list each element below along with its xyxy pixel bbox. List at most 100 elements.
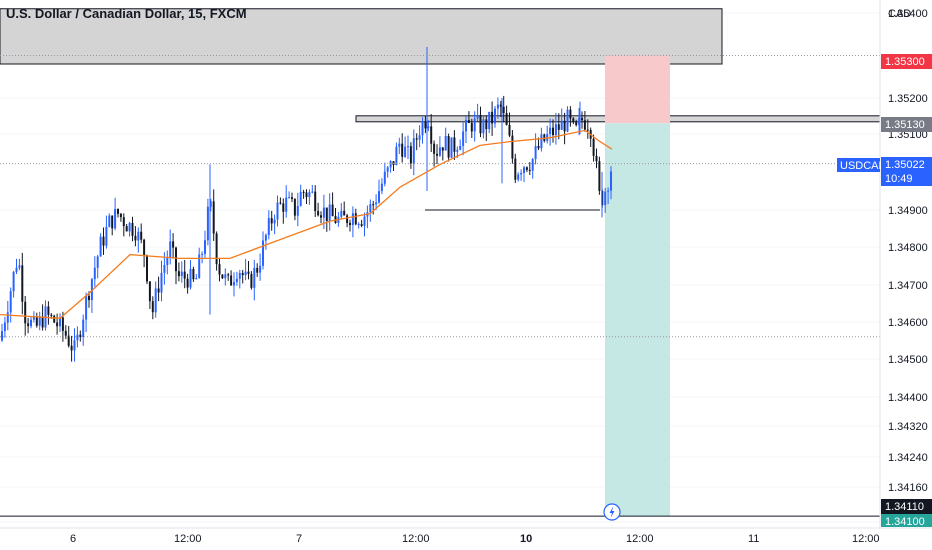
candle-body	[192, 268, 195, 280]
price-axis[interactable]: CAD 1.354001.352001.351001.349001.348001…	[879, 0, 928, 529]
candle-body	[430, 126, 433, 144]
candle-body	[195, 278, 198, 280]
candle-body	[560, 120, 563, 130]
candle-body	[360, 224, 363, 226]
candle-body	[412, 138, 415, 164]
candle-body	[354, 213, 357, 225]
candle-body	[572, 118, 575, 122]
candle-body	[569, 109, 572, 119]
candle-body	[380, 183, 383, 192]
candle-body	[531, 159, 534, 171]
candle-body	[12, 271, 15, 292]
candle-body	[607, 190, 610, 192]
candle-body	[32, 316, 35, 320]
y-tick-label: 1.34800	[888, 242, 928, 254]
candle-body	[125, 226, 128, 232]
candle-body	[424, 121, 427, 129]
candle-body	[340, 210, 343, 217]
candle-body	[293, 198, 296, 216]
x-tick-label: 12:00	[402, 533, 430, 545]
candle-body	[453, 137, 456, 152]
candle-body	[534, 146, 537, 160]
candle-body	[198, 254, 201, 279]
candle-body	[59, 317, 61, 327]
x-tick-label: 12:00	[852, 533, 880, 545]
candle-body	[137, 231, 140, 241]
candle-body	[270, 218, 273, 224]
candle-body	[552, 127, 554, 136]
candle-body	[61, 317, 64, 331]
candle-body	[9, 291, 12, 313]
candle-body	[73, 340, 76, 351]
candle-body	[604, 191, 607, 206]
candle-body	[38, 316, 41, 326]
candle-body	[363, 216, 366, 226]
candle-body	[421, 121, 424, 136]
candle-body	[189, 268, 192, 288]
candle-body	[247, 271, 250, 274]
candle-body	[491, 111, 494, 124]
candle-body	[349, 222, 351, 226]
candle-body	[494, 108, 496, 124]
candle-body	[3, 322, 6, 332]
candle-body	[383, 171, 386, 184]
candle-body	[508, 124, 511, 136]
candle-body	[56, 322, 59, 327]
candle-body	[378, 191, 380, 203]
candle-body	[447, 136, 450, 158]
candle-body	[528, 169, 531, 171]
candle-body	[575, 121, 578, 126]
candle-body	[157, 288, 160, 293]
candle-body	[415, 138, 418, 140]
y-tick-label: 1.34400	[888, 392, 928, 404]
candle-body	[169, 241, 172, 258]
candle-body	[459, 146, 462, 150]
take-profit-zone	[605, 123, 670, 517]
candle-body	[70, 345, 73, 351]
candle-body	[259, 265, 262, 273]
candle-body	[343, 210, 346, 216]
candle-body	[285, 197, 288, 212]
target-partial-text: 1.34100	[885, 516, 925, 528]
candle-body	[540, 134, 543, 149]
candle-body	[88, 295, 90, 301]
entry-price-tag: 1.35130	[881, 117, 932, 132]
candle-body	[163, 264, 166, 273]
candle-body	[177, 271, 180, 277]
candle-body	[82, 319, 85, 337]
candle-body	[288, 197, 291, 199]
candle-body	[517, 174, 520, 180]
candle-body	[128, 222, 131, 232]
candle-body	[218, 264, 221, 275]
candle-body	[230, 275, 233, 286]
candle-body	[418, 135, 421, 140]
lightning-icon[interactable]	[603, 503, 621, 521]
x-tick-label: 12:00	[174, 533, 202, 545]
candle-body	[85, 295, 88, 320]
candle-body	[470, 122, 473, 132]
candle-body	[317, 211, 320, 216]
time-axis[interactable]: 6 12:00 7 12:00 10 12:00 11 12:00	[0, 527, 932, 545]
symbol-text: USDCAD	[840, 160, 887, 172]
symbol-tag[interactable]: USDCAD	[837, 158, 887, 172]
candle-body	[328, 204, 331, 221]
candle-body	[444, 136, 447, 151]
grid-layer	[0, 12, 880, 523]
candle-body	[525, 167, 528, 170]
candle-body	[114, 209, 117, 229]
candle-body	[227, 274, 230, 276]
candle-body	[96, 256, 99, 268]
candle-body	[404, 146, 407, 157]
candle-body	[262, 240, 264, 266]
candle-body	[102, 236, 105, 246]
candle-body	[543, 134, 546, 141]
candle-body	[467, 119, 470, 123]
candle-body	[233, 282, 235, 286]
candle-body	[93, 267, 96, 280]
levels-layer	[0, 55, 880, 517]
candle-body	[244, 271, 247, 276]
candle-body	[505, 113, 508, 125]
candle-body	[250, 273, 253, 288]
candle-body	[563, 120, 566, 132]
